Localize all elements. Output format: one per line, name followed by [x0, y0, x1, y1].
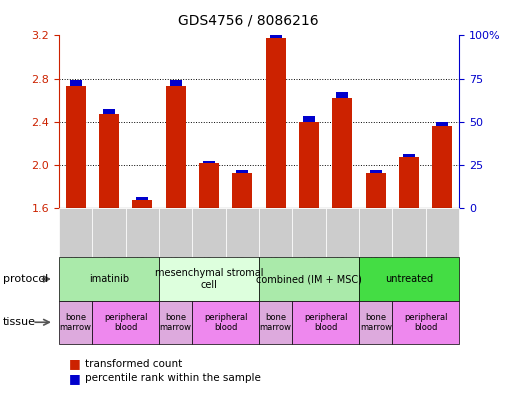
Text: protocol: protocol — [3, 274, 48, 284]
Text: bone
marrow: bone marrow — [160, 312, 192, 332]
Bar — [66, 86, 86, 208]
Bar — [236, 171, 248, 173]
Bar — [103, 109, 115, 114]
Text: peripheral
blood: peripheral blood — [104, 312, 147, 332]
Text: bone
marrow: bone marrow — [360, 312, 392, 332]
Text: bone
marrow: bone marrow — [260, 312, 292, 332]
Text: peripheral
blood: peripheral blood — [304, 312, 347, 332]
Bar — [132, 200, 152, 208]
Text: peripheral
blood: peripheral blood — [404, 312, 447, 332]
Bar — [403, 154, 415, 158]
Bar — [337, 92, 348, 98]
Text: mesenchymal stromal
cell: mesenchymal stromal cell — [155, 268, 263, 290]
Text: bone
marrow: bone marrow — [60, 312, 92, 332]
Bar — [432, 126, 452, 208]
Bar — [303, 116, 315, 122]
Text: GDS4756 / 8086216: GDS4756 / 8086216 — [179, 14, 319, 28]
Bar — [399, 158, 419, 208]
Bar — [332, 98, 352, 208]
Bar — [232, 173, 252, 208]
Bar — [166, 86, 186, 208]
Text: transformed count: transformed count — [85, 358, 182, 369]
Bar — [366, 173, 386, 208]
Bar — [437, 122, 448, 126]
Bar — [70, 80, 82, 86]
Bar — [136, 197, 148, 200]
Text: imatinib: imatinib — [89, 274, 129, 284]
Text: ■: ■ — [69, 371, 81, 385]
Text: untreated: untreated — [385, 274, 433, 284]
Bar — [370, 171, 382, 173]
Bar — [203, 161, 215, 163]
Bar — [199, 163, 219, 208]
Text: percentile rank within the sample: percentile rank within the sample — [85, 373, 261, 383]
Text: peripheral
blood: peripheral blood — [204, 312, 247, 332]
Text: ■: ■ — [69, 357, 81, 370]
Bar — [266, 37, 286, 208]
Bar — [299, 122, 319, 208]
Bar — [170, 80, 182, 86]
Bar — [270, 28, 282, 37]
Text: tissue: tissue — [3, 317, 35, 327]
Bar — [99, 114, 119, 208]
Text: combined (IM + MSC): combined (IM + MSC) — [256, 274, 362, 284]
